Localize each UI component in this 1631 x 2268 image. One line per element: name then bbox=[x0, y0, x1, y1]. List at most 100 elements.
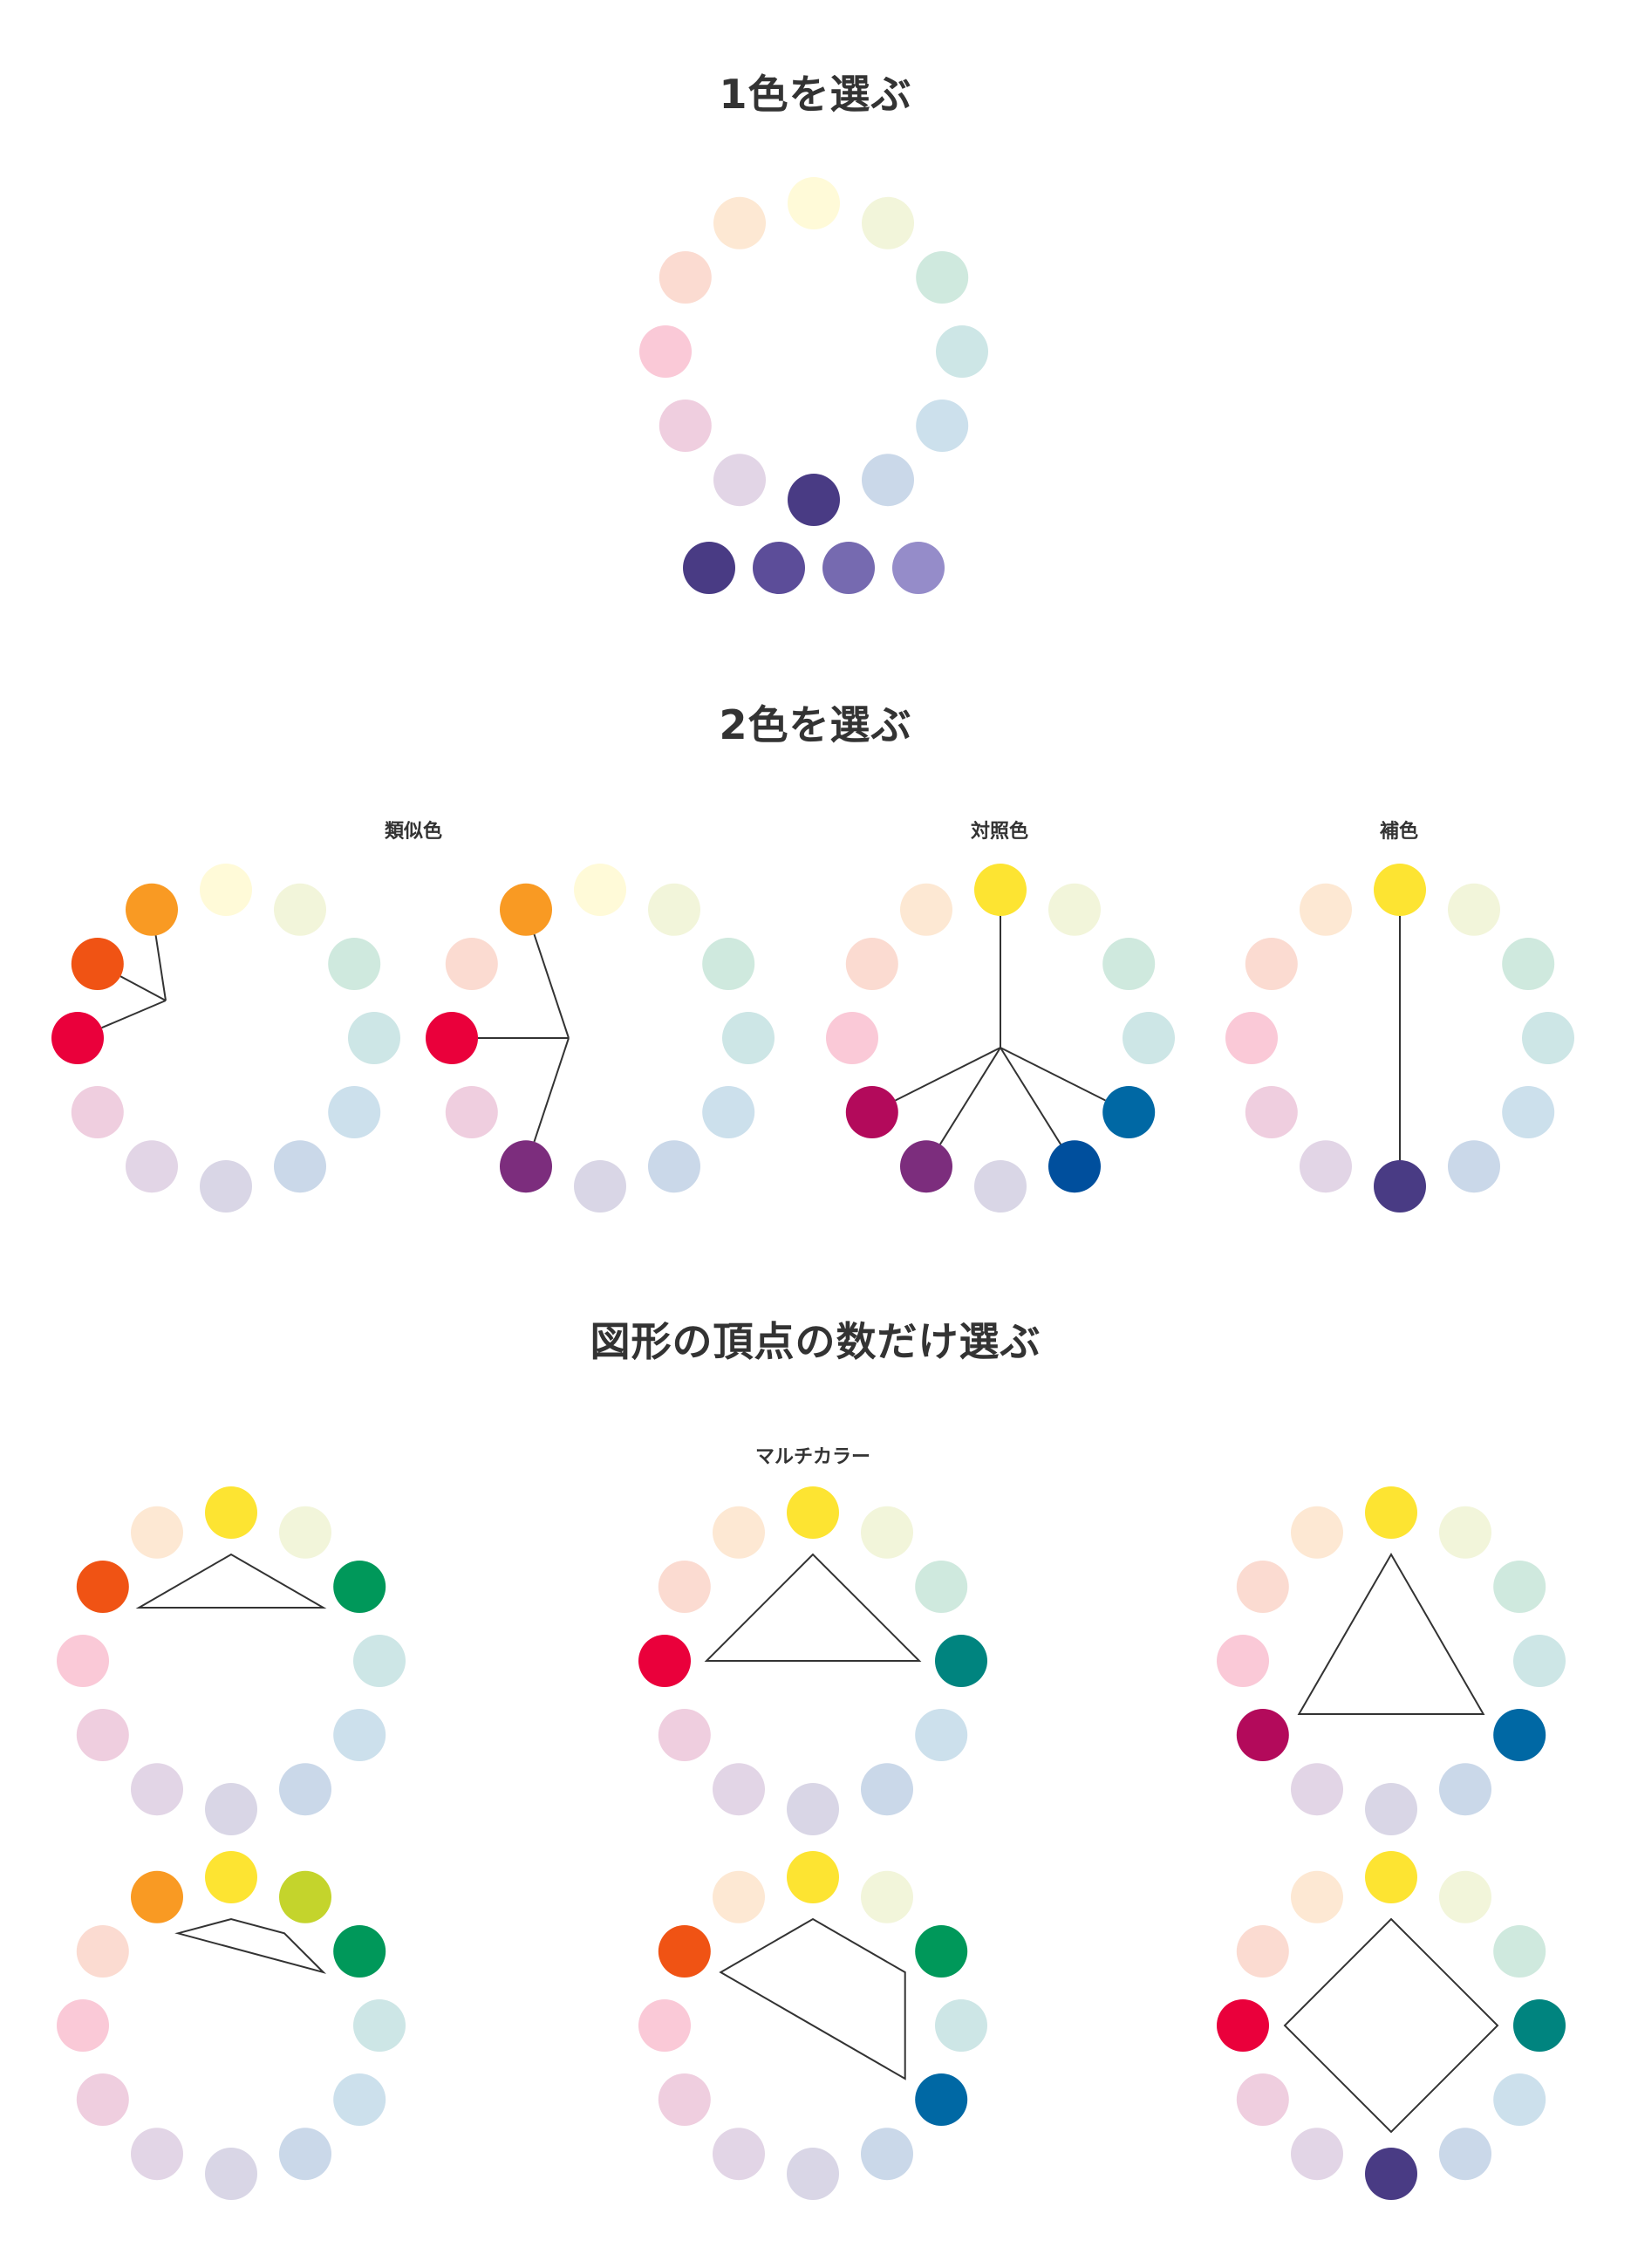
dot-5 bbox=[1448, 1140, 1500, 1193]
polygon-shape bbox=[719, 1917, 906, 2080]
dot-3 bbox=[348, 1012, 400, 1064]
selected-dot-6 bbox=[1374, 1160, 1426, 1213]
wheel-tetrad-3 bbox=[1217, 1851, 1566, 2200]
dot-11 bbox=[131, 1506, 183, 1559]
polygon-shape bbox=[174, 1917, 327, 1974]
dot-6 bbox=[787, 1783, 839, 1835]
connector-line-4 bbox=[1000, 1047, 1106, 1102]
wheel-one-color bbox=[639, 177, 988, 594]
dot-7 bbox=[1300, 1140, 1352, 1193]
dot-10 bbox=[76, 1925, 129, 1978]
dot-10 bbox=[1245, 938, 1298, 990]
dot-0 bbox=[788, 177, 840, 229]
dot-10 bbox=[1236, 1561, 1289, 1613]
dot-10 bbox=[1236, 1925, 1289, 1978]
selected-dot-9 bbox=[638, 1635, 691, 1687]
label-complementary: 補色 bbox=[1379, 821, 1418, 843]
connector-line-0 bbox=[533, 933, 570, 1039]
dot-7 bbox=[713, 454, 766, 507]
tint-dot-0 bbox=[683, 542, 735, 594]
polygon-shape bbox=[704, 1553, 922, 1662]
selected-dot-10 bbox=[71, 938, 124, 990]
dot-3 bbox=[936, 325, 988, 378]
dot-5 bbox=[279, 2128, 331, 2181]
wheel-contrast bbox=[826, 864, 1175, 1213]
wheel-analogous-1 bbox=[51, 864, 400, 1213]
dot-11 bbox=[1291, 1506, 1343, 1559]
dot-5 bbox=[648, 1140, 700, 1193]
dot-2 bbox=[702, 938, 755, 990]
dot-6 bbox=[205, 1783, 257, 1835]
polygon-shape bbox=[135, 1553, 327, 1609]
selected-dot-0 bbox=[1365, 1486, 1417, 1539]
dot-9 bbox=[57, 1635, 109, 1687]
dot-8 bbox=[71, 1086, 124, 1138]
dot-6 bbox=[205, 2148, 257, 2200]
wheel-tetrad-1 bbox=[57, 1851, 406, 2200]
selected-dot-10 bbox=[76, 1561, 129, 1613]
selected-dot-8 bbox=[845, 1086, 898, 1138]
wheel-triad-3 bbox=[1217, 1486, 1566, 1835]
selected-dot-9 bbox=[1217, 1999, 1269, 2052]
tint-dot-3 bbox=[892, 542, 945, 594]
selected-dot-6 bbox=[1365, 2148, 1417, 2200]
dot-9 bbox=[1217, 1635, 1269, 1687]
dot-5 bbox=[861, 1763, 913, 1816]
wheel-triad-2 bbox=[638, 1486, 987, 1835]
selected-dot-2 bbox=[333, 1925, 386, 1978]
selected-dot-0 bbox=[1365, 1851, 1417, 1903]
dot-3 bbox=[1522, 1012, 1574, 1064]
dot-9 bbox=[1225, 1012, 1278, 1064]
dot-7 bbox=[126, 1140, 178, 1193]
dot-7 bbox=[131, 2128, 183, 2181]
dot-2 bbox=[916, 251, 969, 304]
dot-3 bbox=[722, 1012, 775, 1064]
wheel-triad-1 bbox=[57, 1486, 406, 1835]
dot-6 bbox=[1365, 1783, 1417, 1835]
dot-11 bbox=[713, 1506, 765, 1559]
dot-2 bbox=[1493, 1925, 1546, 1978]
dot-7 bbox=[1291, 2128, 1343, 2181]
dot-1 bbox=[1448, 883, 1500, 936]
dot-1 bbox=[1048, 883, 1101, 936]
dot-4 bbox=[702, 1086, 755, 1138]
dot-11 bbox=[713, 1870, 765, 1923]
dot-4 bbox=[1502, 1086, 1555, 1138]
dot-8 bbox=[659, 400, 712, 452]
selected-dot-8 bbox=[1236, 1709, 1289, 1761]
selected-dot-4 bbox=[915, 2073, 968, 2126]
label-multicolor: マルチカラー bbox=[754, 1446, 870, 1468]
dot-8 bbox=[658, 1709, 711, 1761]
dot-6 bbox=[200, 1160, 252, 1213]
heading-one-color: 1色を選ぶ bbox=[719, 71, 912, 118]
connector-line-2 bbox=[101, 1000, 167, 1029]
connector-line-1 bbox=[895, 1047, 1001, 1102]
dot-0 bbox=[574, 864, 626, 916]
dot-1 bbox=[279, 1506, 331, 1559]
connector-line-0 bbox=[154, 935, 167, 1001]
dot-2 bbox=[328, 938, 381, 990]
selected-dot-1 bbox=[279, 1870, 331, 1923]
dot-1 bbox=[861, 1870, 913, 1923]
dot-2 bbox=[1493, 1561, 1546, 1613]
wheel-complementary bbox=[1225, 864, 1574, 1213]
selected-dot-0 bbox=[787, 1851, 839, 1903]
dot-3 bbox=[935, 1999, 987, 2052]
dot-3 bbox=[1513, 1635, 1566, 1687]
dot-0 bbox=[200, 864, 252, 916]
selected-dot-3 bbox=[1513, 1999, 1566, 2052]
dot-9 bbox=[639, 325, 692, 378]
dot-7 bbox=[713, 2128, 765, 2181]
selected-dot-9 bbox=[426, 1012, 478, 1064]
selected-dot-3 bbox=[935, 1635, 987, 1687]
dot-6 bbox=[787, 2148, 839, 2200]
dot-9 bbox=[638, 1999, 691, 2052]
selected-dot-4 bbox=[1102, 1086, 1156, 1138]
tint-dot-2 bbox=[822, 542, 875, 594]
dot-10 bbox=[659, 251, 712, 304]
dot-1 bbox=[862, 196, 914, 249]
dot-1 bbox=[648, 883, 700, 936]
dot-11 bbox=[1291, 1870, 1343, 1923]
dot-9 bbox=[57, 1999, 109, 2052]
